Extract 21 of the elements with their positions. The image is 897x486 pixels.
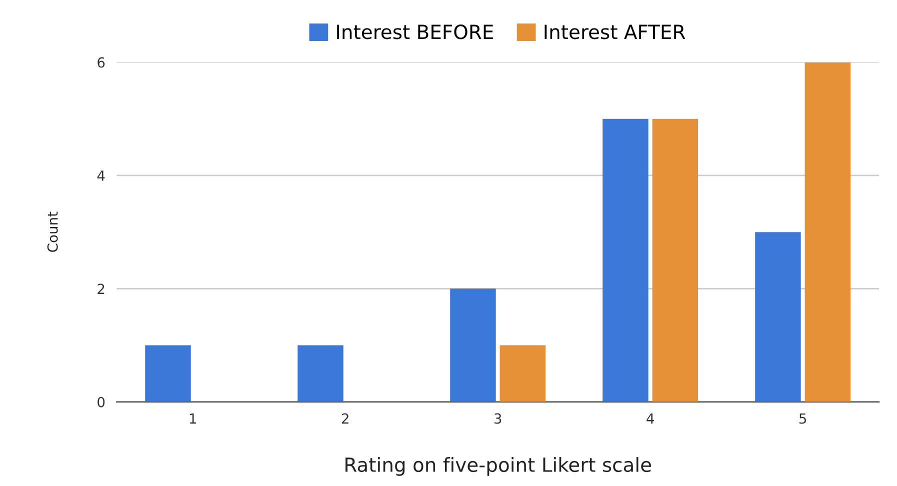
y-axis-title: Count [47, 212, 58, 252]
bar [804, 62, 851, 402]
bar [450, 288, 496, 402]
x-tick-label: 2 [342, 413, 348, 424]
bar [602, 118, 648, 402]
bar [755, 232, 801, 402]
x-tick-label: 4 [646, 413, 654, 424]
legend-label: Interest BEFORE [337, 24, 493, 40]
x-tick-label: 3 [494, 413, 502, 424]
legend-label: Interest AFTER [544, 24, 686, 40]
y-tick-label: 2 [98, 284, 104, 294]
y-tick-label: 0 [98, 396, 105, 408]
bar [500, 345, 546, 402]
y-tick-label: 6 [98, 57, 105, 68]
y-tick-label: 4 [97, 170, 105, 181]
bar [298, 345, 344, 402]
bar [652, 118, 698, 402]
x-tick-label: 1 [190, 413, 196, 424]
bar [145, 345, 191, 402]
x-axis-title: Rating on five-point Likert scale [346, 457, 652, 476]
x-tick-label: 5 [799, 413, 806, 424]
